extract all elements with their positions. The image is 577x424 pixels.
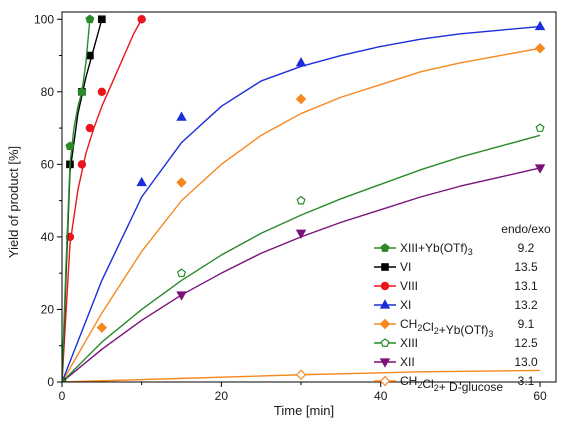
- data-point: [295, 57, 307, 67]
- axes: 0 20 40 60 0 20 40 60 80 100: [34, 11, 557, 403]
- y-tick-label: 100: [34, 12, 54, 26]
- legend-endo-exo: 13.0: [514, 355, 538, 369]
- legend-item: XIII 12.5: [374, 336, 538, 350]
- legend-item: XI 13.2: [374, 298, 538, 312]
- legend-item: XIII+Yb(OTf)3 9.2: [374, 241, 535, 257]
- legend-item: VIII 13.1: [374, 279, 538, 293]
- data-point: [96, 322, 108, 333]
- y-axis-title: Yield of product [%]: [6, 146, 21, 258]
- series-4: [62, 43, 546, 382]
- legend: XIII+Yb(OTf)3 9.2 VI 13.5 VIII 13.1 XI 13.2 CH2C…: [374, 241, 538, 394]
- legend-label: CH2Cl2+ D-glucose: [400, 374, 503, 394]
- legend-marker: [379, 358, 391, 368]
- legend-endo-exo: 9.1: [518, 317, 535, 331]
- legend-item: CH2Cl2+ D-glucose 3.1: [374, 374, 535, 394]
- data-point: [62, 377, 67, 382]
- legend-marker: [380, 243, 390, 252]
- data-point: [97, 87, 107, 97]
- legend-ratio-header: endo/exo: [501, 222, 551, 236]
- series-fit-line: [62, 19, 91, 382]
- data-point: [77, 160, 87, 169]
- data-point: [176, 111, 187, 121]
- legend-marker: [379, 375, 391, 387]
- data-point: [86, 51, 94, 60]
- data-point: [85, 123, 95, 133]
- legend-item: XII 13.0: [374, 355, 538, 369]
- legend-label: XIII: [400, 336, 418, 350]
- plot-area: [62, 14, 546, 382]
- legend-label: XIII+Yb(OTf)3: [400, 241, 473, 257]
- data-point: [98, 15, 106, 24]
- data-point: [176, 177, 187, 188]
- data-point: [535, 123, 545, 132]
- series-7: [62, 369, 541, 382]
- series-5: [62, 123, 545, 382]
- data-point: [296, 195, 306, 205]
- legend-marker: [380, 338, 390, 347]
- legend-label: CH2Cl2+Yb(OTf)3: [400, 317, 493, 339]
- data-point: [137, 15, 146, 24]
- legend-endo-exo: 12.5: [514, 336, 538, 350]
- y-tick-label: 20: [41, 302, 55, 316]
- series-3: [62, 20, 546, 382]
- legend-label: VIII: [400, 279, 418, 293]
- series-fit-line: [62, 47, 541, 382]
- legend-marker: [380, 281, 390, 291]
- series-fit-line: [62, 134, 541, 382]
- legend-label: XI: [400, 298, 411, 312]
- legend-marker: [379, 318, 391, 330]
- x-tick-label: 40: [374, 389, 388, 403]
- data-point: [176, 291, 187, 301]
- x-tick-label: 20: [215, 389, 229, 403]
- y-tick-label: 40: [41, 230, 55, 244]
- data-point: [295, 93, 307, 105]
- legend-item: VI 13.5: [374, 260, 538, 274]
- y-tick-label: 0: [47, 375, 54, 389]
- legend-endo-exo: 13.5: [514, 260, 538, 274]
- data-point: [177, 268, 187, 278]
- legend-endo-exo: 13.2: [514, 298, 538, 312]
- legend-label: VI: [400, 260, 411, 274]
- data-point: [534, 164, 546, 174]
- legend-endo-exo: 9.2: [518, 241, 535, 255]
- plot-frame: [61, 11, 557, 383]
- legend-marker: [381, 263, 389, 271]
- data-point: [295, 369, 307, 380]
- series-0: [62, 14, 95, 382]
- data-point: [295, 229, 307, 240]
- series-fit-line: [62, 18, 143, 382]
- x-axis-title: Time [min]: [274, 403, 334, 418]
- y-tick-label: 60: [41, 157, 55, 171]
- legend-item: CH2Cl2+Yb(OTf)3 9.1: [374, 317, 535, 339]
- series-fit-line: [62, 25, 541, 382]
- legend-endo-exo: 3.1: [518, 374, 535, 388]
- data-point: [77, 87, 87, 96]
- data-point: [534, 43, 546, 54]
- data-point: [534, 20, 546, 31]
- legend-marker: [379, 299, 391, 309]
- legend-endo-exo: 13.1: [514, 279, 538, 293]
- y-tick-label: 80: [41, 85, 55, 99]
- x-tick-label: 60: [533, 389, 547, 403]
- series-6: [62, 164, 546, 382]
- x-tick-label: 0: [59, 389, 66, 403]
- data-point: [85, 14, 95, 24]
- series-2: [62, 15, 146, 382]
- data-point: [65, 141, 75, 151]
- data-point: [136, 176, 147, 187]
- legend-label: XII: [400, 355, 415, 369]
